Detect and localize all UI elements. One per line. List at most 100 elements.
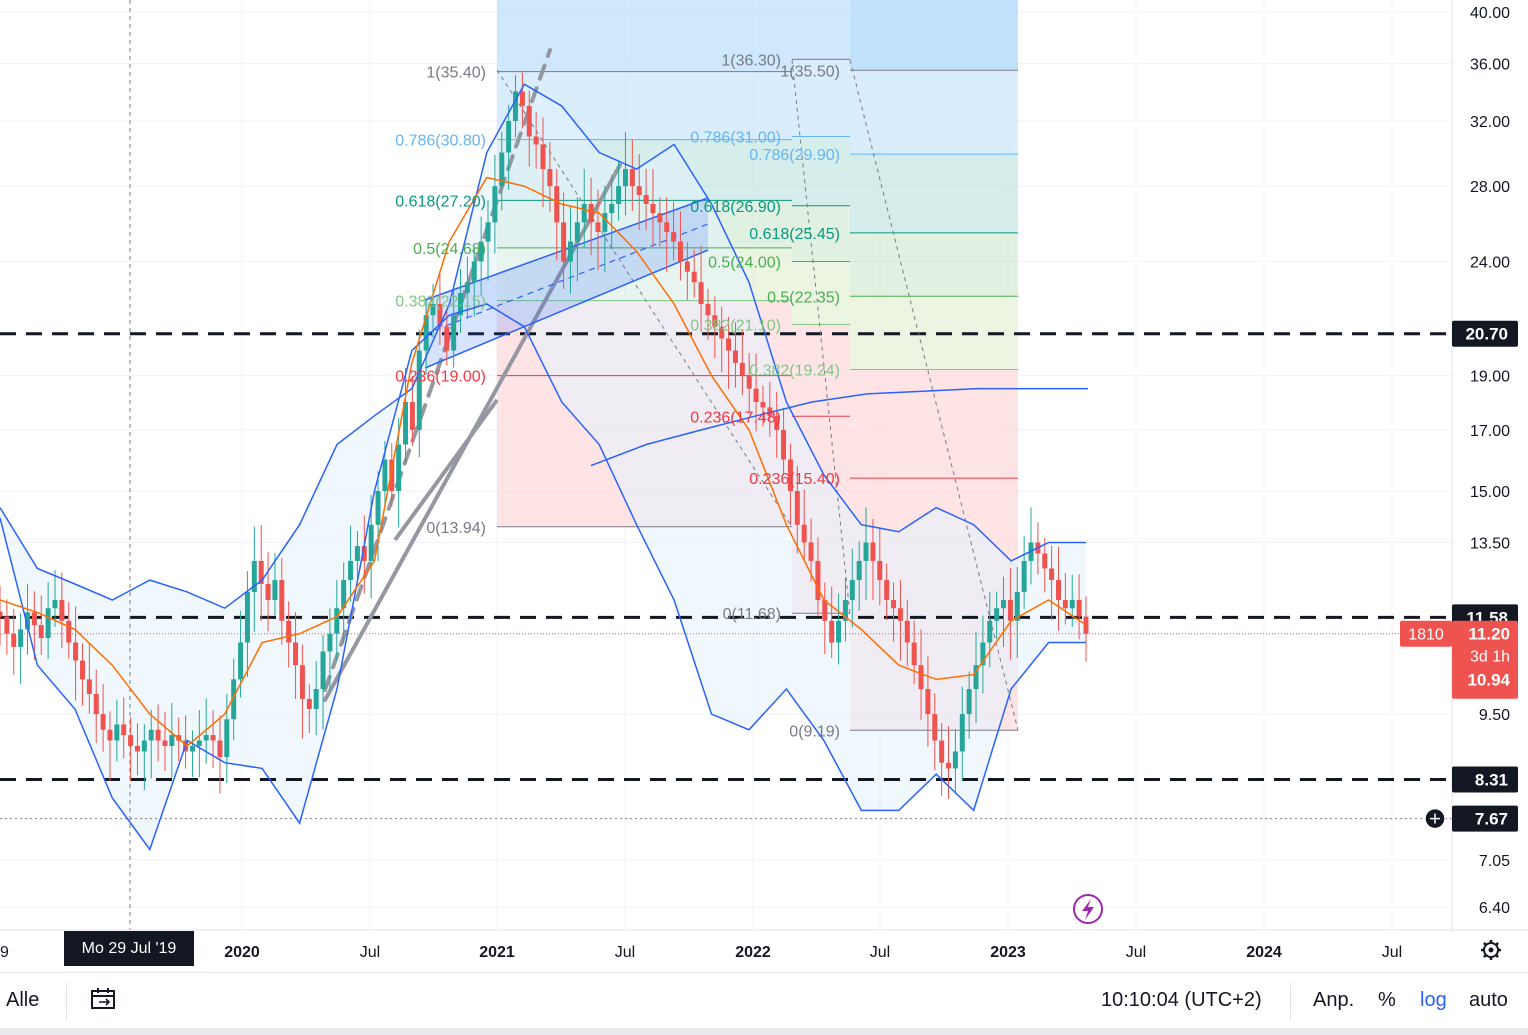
bollinger-band-fill bbox=[0, 84, 1086, 850]
fib-extension-zone bbox=[792, 0, 850, 60]
fib-level-label: 0.236(19.00) bbox=[395, 369, 486, 386]
candle-body bbox=[0, 611, 3, 617]
candle-body bbox=[787, 459, 793, 492]
candle-body bbox=[499, 152, 505, 187]
adjust-button[interactable]: Anp. bbox=[1313, 989, 1355, 1011]
fib-level-label: 0(13.94) bbox=[426, 520, 486, 537]
candle-body bbox=[341, 580, 347, 609]
fib-level-label: 0.5(22.35) bbox=[767, 289, 840, 306]
candle-body bbox=[609, 203, 615, 214]
toolbar-separator bbox=[1290, 983, 1291, 1019]
time-axis-tick: Jul bbox=[1382, 944, 1402, 961]
price-axis-tick: 13.50 bbox=[1470, 535, 1510, 552]
moving-average-line bbox=[0, 176, 1087, 747]
price-axis-tick: 40.00 bbox=[1470, 5, 1510, 22]
candle-body bbox=[567, 241, 573, 262]
fib-level-label: 0.236(17.48) bbox=[690, 409, 781, 426]
candle-body bbox=[1001, 599, 1007, 609]
fib-level-label: 1(35.40) bbox=[426, 65, 486, 82]
candle-body bbox=[540, 144, 546, 170]
candle-body bbox=[684, 261, 690, 272]
fib-level-label: 1(35.50) bbox=[780, 63, 840, 80]
candle-body bbox=[354, 546, 360, 561]
candle-body bbox=[437, 303, 443, 327]
time-axis-tick: 2022 bbox=[735, 944, 771, 961]
fib-level-label: 0.618(25.45) bbox=[749, 226, 840, 243]
percent-scale-button[interactable]: % bbox=[1378, 989, 1396, 1011]
candlestick-series bbox=[0, 72, 1089, 799]
bollinger-upper-line bbox=[0, 83, 1086, 610]
candle-body bbox=[588, 203, 594, 223]
candle-body bbox=[45, 608, 51, 639]
lightning-icon[interactable] bbox=[1073, 894, 1103, 924]
candle-body bbox=[114, 724, 120, 741]
candle-body bbox=[196, 740, 202, 746]
candle-body bbox=[11, 633, 17, 647]
candle-body bbox=[760, 401, 766, 408]
candle-body bbox=[279, 580, 285, 621]
fib-level-label: 0.618(26.90) bbox=[690, 199, 781, 216]
candle-body bbox=[382, 459, 388, 492]
candle-body bbox=[856, 560, 862, 581]
candle-body bbox=[939, 740, 945, 763]
range-all-button[interactable]: Alle bbox=[6, 989, 40, 1011]
fib-trend-line bbox=[791, 59, 851, 616]
candle-body bbox=[925, 689, 931, 715]
candle-body bbox=[396, 444, 402, 492]
candle-body bbox=[1076, 599, 1082, 617]
clock-timezone-button[interactable]: 10:10:04 (UTC+2) bbox=[1101, 989, 1262, 1011]
symbol-label: 1810 bbox=[1408, 627, 1444, 644]
candle-body bbox=[506, 120, 512, 153]
candle-body bbox=[224, 719, 230, 758]
fib-level-label: 0.618(27.20) bbox=[395, 193, 486, 210]
candle-body bbox=[451, 315, 457, 351]
fib-level-label: 0.5(24.00) bbox=[708, 254, 781, 271]
candle-body bbox=[622, 169, 628, 187]
fib-level-label: 0.236(15.40) bbox=[749, 471, 840, 488]
candle-body bbox=[286, 620, 292, 643]
candle-body bbox=[629, 169, 635, 187]
auto-scale-button[interactable]: auto bbox=[1469, 989, 1508, 1011]
bottom-toolbar: Alle 10:10:04 (UTC+2) Anp. % log auto bbox=[0, 972, 1528, 1029]
candle-body bbox=[602, 213, 608, 232]
fib-level-label: 0.786(29.90) bbox=[749, 147, 840, 164]
calendar-range-icon[interactable] bbox=[90, 987, 118, 1017]
candle-body bbox=[1056, 580, 1062, 600]
candle-body bbox=[244, 591, 250, 643]
candle-body bbox=[334, 608, 340, 634]
log-scale-button[interactable]: log bbox=[1420, 989, 1447, 1011]
candle-body bbox=[877, 560, 883, 581]
price-axis-tick: 32.00 bbox=[1470, 114, 1510, 131]
candle-body bbox=[265, 583, 271, 600]
fib-zone bbox=[792, 205, 850, 262]
crosshair-date-label: Mo 29 Jul '19 bbox=[64, 931, 194, 966]
candle-body bbox=[753, 388, 759, 402]
candle-body bbox=[203, 735, 209, 741]
candle-body bbox=[258, 560, 264, 584]
candle-body bbox=[739, 362, 745, 376]
candle-body bbox=[966, 689, 972, 715]
fib-level-label: 0(9.19) bbox=[789, 723, 840, 740]
parallel-channel-bottom bbox=[424, 249, 709, 369]
candle-body bbox=[272, 580, 278, 600]
candle-body bbox=[66, 620, 72, 643]
candle-body bbox=[423, 315, 429, 351]
candle-body bbox=[911, 642, 917, 666]
candle-body bbox=[389, 459, 395, 492]
plus-circle-icon[interactable] bbox=[1424, 807, 1446, 830]
candle-body bbox=[464, 282, 470, 293]
candle-body bbox=[732, 350, 738, 363]
gear-icon[interactable] bbox=[1481, 940, 1501, 960]
candle-body bbox=[863, 542, 869, 561]
fib-zone bbox=[850, 369, 1018, 479]
parallel-channel-fill bbox=[425, 198, 708, 368]
candle-body bbox=[368, 524, 374, 561]
candle-body bbox=[547, 169, 553, 187]
candle-body bbox=[313, 689, 319, 709]
candle-body bbox=[485, 222, 491, 242]
candle-body bbox=[842, 599, 848, 621]
fib-level-label: 0.5(24.68) bbox=[413, 241, 486, 258]
candle-body bbox=[375, 491, 381, 525]
candle-body bbox=[1042, 553, 1048, 569]
